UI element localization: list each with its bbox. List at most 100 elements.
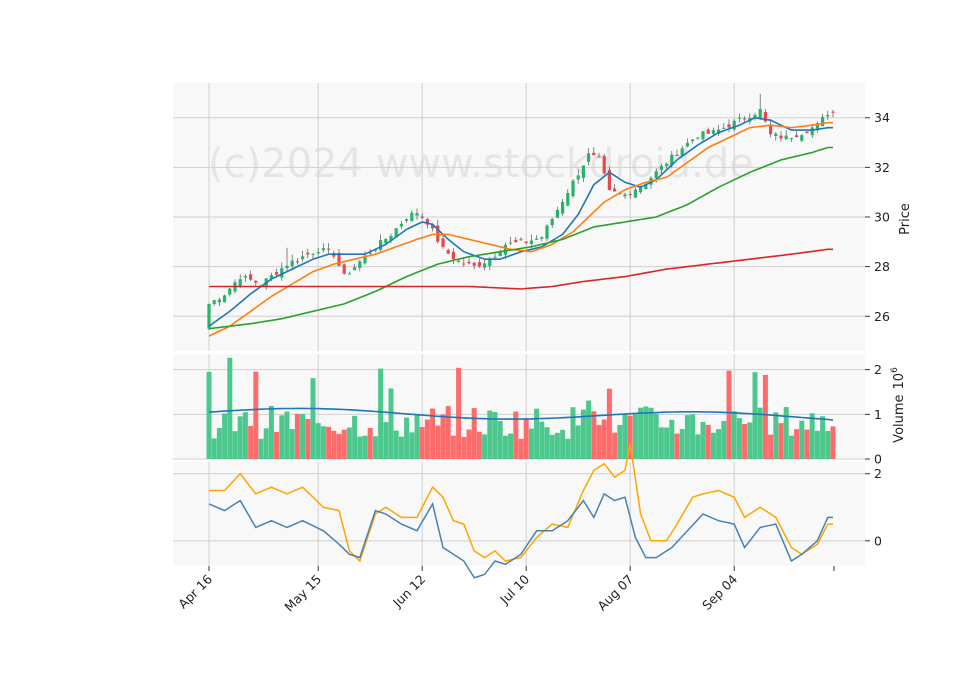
volume-bar bbox=[695, 434, 701, 459]
candle-body bbox=[628, 194, 632, 196]
candle-body bbox=[514, 239, 518, 243]
price-axis-label: Price bbox=[898, 203, 913, 235]
volume-bar bbox=[736, 418, 742, 459]
candle-body bbox=[529, 240, 533, 245]
volume-bar bbox=[648, 407, 654, 459]
ma-fast-line bbox=[208, 116, 833, 327]
volume-bar bbox=[336, 433, 342, 459]
volume-bar bbox=[591, 411, 597, 459]
candle-body bbox=[602, 156, 606, 174]
volume-bar bbox=[788, 435, 794, 459]
y-tick-label: 28 bbox=[874, 259, 890, 274]
volume-bar bbox=[752, 372, 758, 459]
y-tick-label: 34 bbox=[874, 110, 890, 125]
volume-bar bbox=[284, 411, 290, 459]
volume-bar bbox=[674, 433, 680, 459]
volume-bar bbox=[211, 438, 217, 459]
volume-bar bbox=[310, 378, 316, 459]
volume-bar bbox=[372, 436, 378, 459]
volume-bar bbox=[825, 431, 831, 459]
candle-body bbox=[441, 238, 445, 247]
volume-bar bbox=[669, 419, 675, 459]
candle-body bbox=[758, 109, 762, 118]
candle-body bbox=[535, 238, 539, 240]
candle-body bbox=[789, 137, 793, 139]
volume-bar bbox=[300, 413, 306, 459]
candle-body bbox=[493, 256, 497, 258]
volume-bar bbox=[554, 432, 560, 459]
volume-bar bbox=[513, 411, 519, 459]
volume-bar bbox=[653, 413, 659, 459]
candle-body bbox=[706, 129, 710, 134]
volume-bar bbox=[742, 423, 748, 459]
candle-body bbox=[228, 288, 232, 295]
volume-bar bbox=[502, 435, 508, 459]
candle-body bbox=[831, 111, 835, 113]
candle-body bbox=[379, 240, 383, 251]
y-tick-label: 2 bbox=[874, 362, 882, 377]
candle-body bbox=[462, 263, 466, 265]
volume-bar bbox=[409, 432, 415, 459]
candle-body bbox=[275, 272, 279, 275]
volume-bar bbox=[471, 408, 477, 459]
x-tick-label: Aug 07 bbox=[594, 572, 636, 614]
candle-body bbox=[451, 251, 455, 260]
candle-body bbox=[399, 223, 403, 227]
candle-body bbox=[301, 256, 305, 260]
volume-bar bbox=[445, 406, 451, 459]
volume-bar bbox=[216, 427, 222, 459]
volume-bar bbox=[658, 427, 664, 459]
volume-bar bbox=[450, 435, 456, 459]
volume-bar bbox=[237, 416, 243, 459]
volume-bar bbox=[414, 414, 420, 459]
ma-long-line bbox=[209, 248, 833, 290]
candle-body bbox=[327, 248, 331, 250]
volume-bar bbox=[612, 432, 618, 459]
candle-body bbox=[576, 175, 580, 180]
candle-body bbox=[420, 216, 424, 218]
ma-mid-line bbox=[208, 121, 833, 337]
candle-body bbox=[685, 142, 689, 147]
volume-bar bbox=[232, 431, 238, 459]
macd-lines bbox=[208, 443, 833, 579]
volume-bar bbox=[632, 414, 638, 459]
volume-average-line bbox=[208, 407, 834, 421]
volume-bar bbox=[700, 421, 706, 459]
candle-body bbox=[353, 267, 357, 271]
candle-body bbox=[524, 241, 528, 243]
volume-bar bbox=[783, 407, 789, 459]
volume-bar bbox=[461, 436, 467, 459]
volume-bar bbox=[268, 405, 274, 459]
volume-bar bbox=[320, 426, 326, 459]
candle-body bbox=[810, 127, 814, 136]
volume-bar bbox=[747, 422, 753, 459]
volume-bars bbox=[206, 357, 836, 459]
volume-bar bbox=[435, 425, 441, 459]
candle-body bbox=[779, 135, 783, 139]
volume-bar bbox=[331, 430, 337, 459]
volume-bar bbox=[346, 427, 352, 459]
volume-bar bbox=[341, 429, 347, 459]
candle-body bbox=[384, 239, 388, 244]
volume-bar bbox=[560, 429, 566, 459]
volume-bar bbox=[820, 416, 826, 459]
volume-bar bbox=[570, 407, 576, 459]
candle-body bbox=[737, 117, 741, 119]
candle-body bbox=[607, 170, 611, 190]
volume-bar bbox=[357, 436, 363, 459]
volume-bar bbox=[773, 412, 779, 459]
volume-bar bbox=[378, 368, 384, 459]
candle-body bbox=[805, 131, 809, 134]
volume-bar bbox=[404, 417, 410, 459]
candle-body bbox=[623, 194, 627, 197]
candle-body bbox=[592, 152, 596, 156]
volume-bar bbox=[424, 419, 430, 459]
candle-body bbox=[306, 252, 310, 255]
y-tick-label: 1 bbox=[874, 407, 882, 422]
volume-bar bbox=[315, 423, 321, 459]
candle-body bbox=[769, 125, 773, 135]
volume-bar bbox=[721, 420, 727, 459]
candle-body bbox=[311, 253, 315, 255]
candle-body bbox=[732, 120, 736, 130]
candle-body bbox=[238, 279, 242, 286]
